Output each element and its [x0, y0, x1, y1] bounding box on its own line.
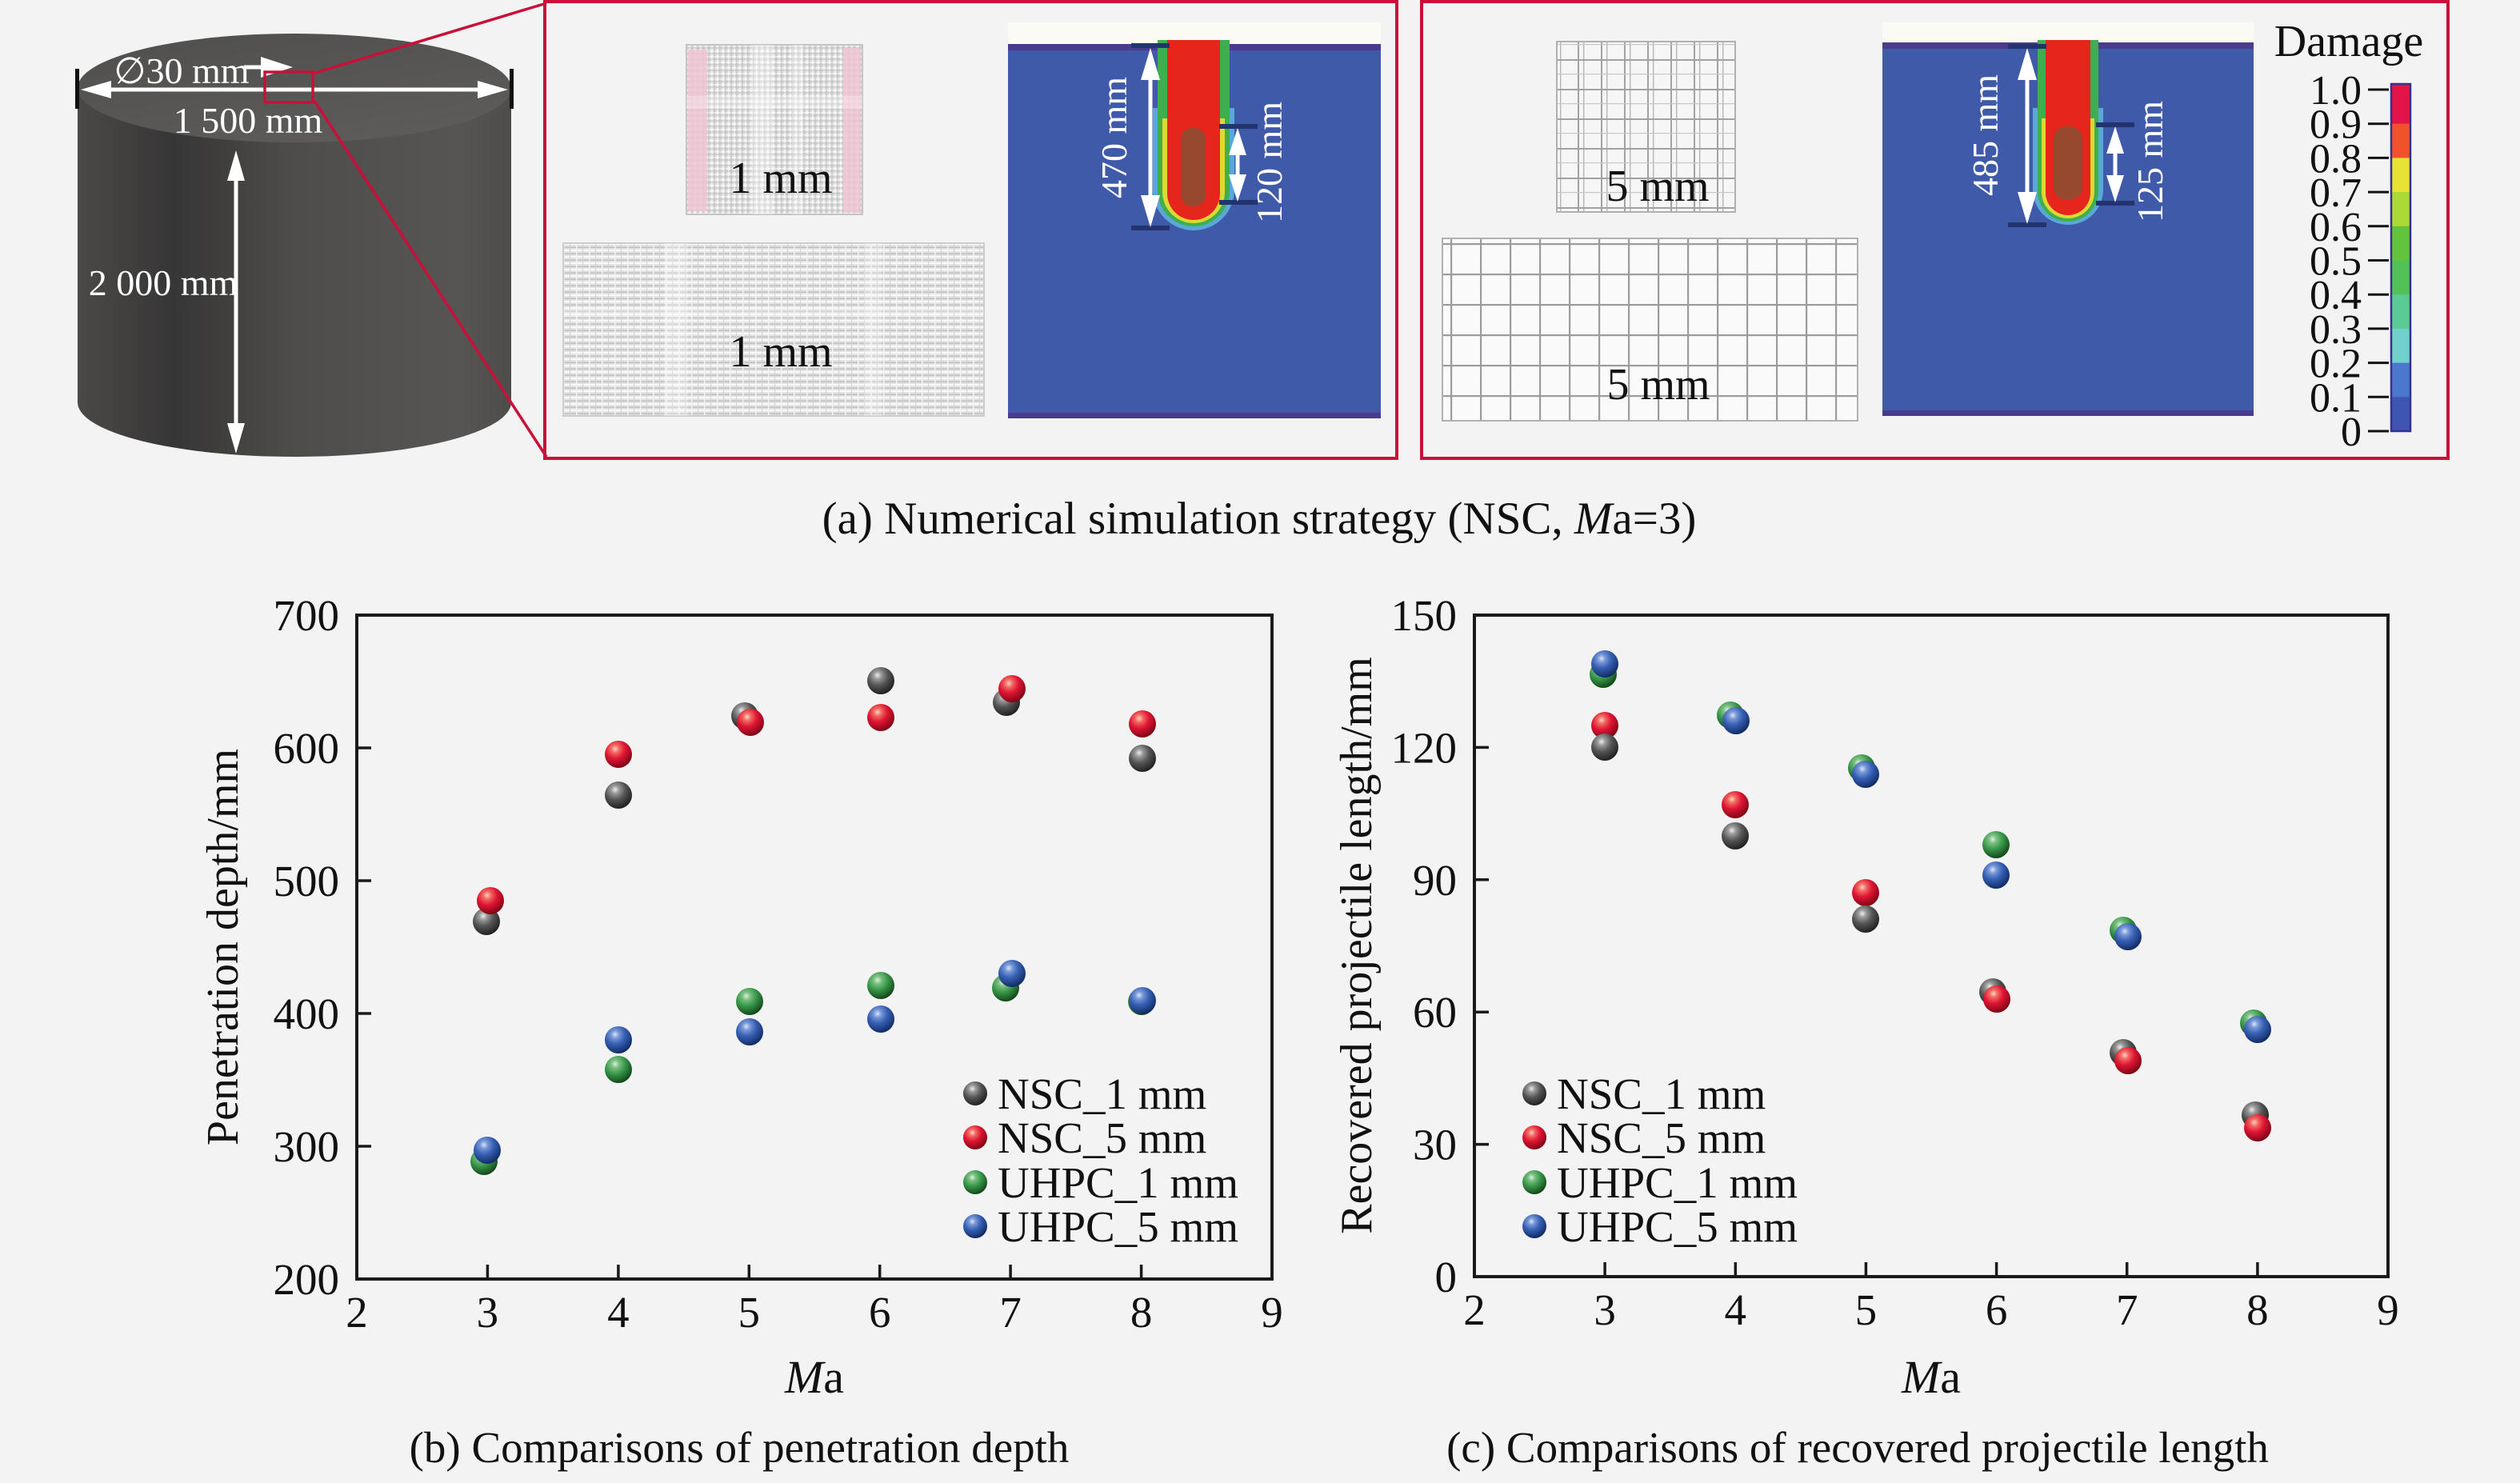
svg-text:UHPC_5 mm: UHPC_5 mm [1557, 1202, 1798, 1251]
svg-text:NSC_1 mm: NSC_1 mm [998, 1069, 1206, 1118]
svg-text:(b) Comparisons of penetration: (b) Comparisons of penetration depth [410, 1423, 1070, 1472]
svg-text:120 mm: 120 mm [1249, 102, 1290, 223]
svg-text:1 mm: 1 mm [729, 154, 832, 203]
svg-text:125 mm: 125 mm [2130, 101, 2170, 222]
svg-text:8: 8 [1130, 1288, 1153, 1337]
svg-text:6: 6 [869, 1288, 891, 1337]
svg-text:1 500 mm: 1 500 mm [174, 100, 323, 141]
svg-text:0.5: 0.5 [2310, 239, 2362, 285]
svg-text:(a) Numerical simulation strat: (a) Numerical simulation strategy (NSC, … [822, 494, 1697, 544]
svg-text:30: 30 [1413, 1121, 1457, 1169]
svg-text:Damage: Damage [2274, 17, 2424, 66]
svg-text:9: 9 [2377, 1285, 2399, 1334]
svg-text:500: 500 [274, 857, 340, 905]
svg-text:120: 120 [1391, 723, 1458, 772]
svg-text:0: 0 [1435, 1253, 1458, 1301]
svg-text:2: 2 [1463, 1285, 1486, 1334]
svg-text:0.4: 0.4 [2310, 273, 2362, 318]
svg-text:Penetration depth/mm: Penetration depth/mm [198, 749, 248, 1145]
svg-text:3: 3 [1594, 1285, 1616, 1334]
svg-text:0.7: 0.7 [2310, 170, 2362, 216]
svg-text:(c) Comparisons of recovered p: (c) Comparisons of recovered projectile … [1446, 1423, 2269, 1472]
svg-text:5 mm: 5 mm [1606, 162, 1709, 211]
svg-text:0.8: 0.8 [2310, 136, 2362, 182]
svg-text:Recovered projectile length/mm: Recovered projectile length/mm [1332, 657, 1382, 1234]
svg-text:8: 8 [2246, 1285, 2269, 1334]
svg-text:150: 150 [1391, 591, 1458, 640]
svg-text:0.6: 0.6 [2310, 205, 2362, 250]
svg-text:2 000 mm: 2 000 mm [89, 262, 238, 303]
svg-text:UHPC_1 mm: UHPC_1 mm [1557, 1158, 1798, 1207]
svg-text:UHPC_5 mm: UHPC_5 mm [998, 1202, 1238, 1251]
svg-text:9: 9 [1261, 1288, 1283, 1337]
svg-text:6: 6 [1986, 1285, 2008, 1334]
svg-text:2: 2 [346, 1288, 368, 1337]
svg-text:NSC_1 mm: NSC_1 mm [1557, 1069, 1766, 1118]
svg-text:300: 300 [274, 1122, 340, 1171]
svg-text:4: 4 [1725, 1285, 1747, 1334]
svg-text:0: 0 [2341, 410, 2362, 455]
svg-text:∅30 mm: ∅30 mm [114, 50, 249, 91]
svg-text:5: 5 [1855, 1285, 1878, 1334]
svg-text:Ma: Ma [1901, 1351, 1961, 1403]
svg-text:4: 4 [607, 1288, 630, 1337]
svg-text:400: 400 [274, 989, 340, 1038]
svg-text:NSC_5 mm: NSC_5 mm [998, 1113, 1206, 1162]
svg-text:5: 5 [738, 1288, 761, 1337]
svg-text:7: 7 [999, 1288, 1022, 1337]
svg-text:7: 7 [2116, 1285, 2138, 1334]
svg-text:600: 600 [274, 724, 340, 773]
svg-text:UHPC_1 mm: UHPC_1 mm [998, 1158, 1238, 1207]
svg-text:200: 200 [274, 1255, 340, 1304]
svg-text:1 mm: 1 mm [729, 327, 832, 377]
svg-text:90: 90 [1413, 856, 1457, 905]
svg-text:5 mm: 5 mm [1606, 360, 1710, 410]
svg-text:0.2: 0.2 [2310, 342, 2362, 387]
svg-text:1.0: 1.0 [2310, 68, 2362, 114]
svg-text:NSC_5 mm: NSC_5 mm [1557, 1113, 1766, 1162]
svg-text:0.9: 0.9 [2310, 102, 2362, 148]
svg-text:60: 60 [1413, 988, 1457, 1037]
svg-text:700: 700 [274, 591, 340, 640]
svg-text:470 mm: 470 mm [1094, 77, 1134, 198]
svg-text:0.1: 0.1 [2310, 375, 2362, 421]
svg-text:Ma: Ma [784, 1351, 844, 1403]
svg-text:485 mm: 485 mm [1965, 74, 2006, 196]
svg-text:0.3: 0.3 [2310, 307, 2362, 353]
svg-text:3: 3 [477, 1288, 499, 1337]
